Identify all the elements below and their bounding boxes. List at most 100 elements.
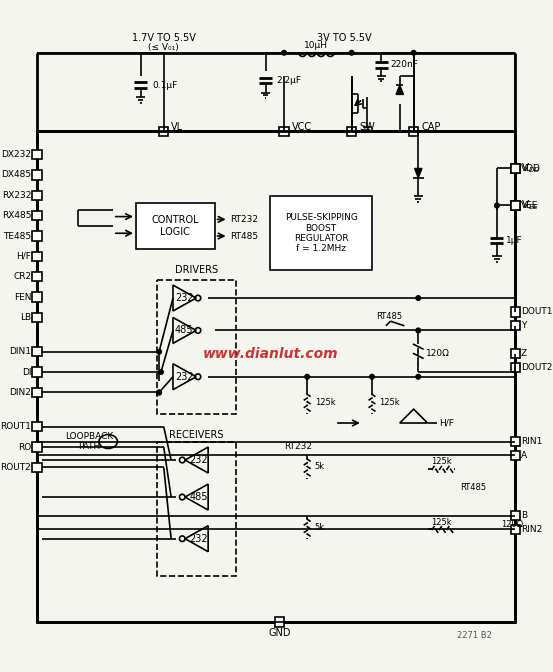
Bar — [511, 525, 520, 534]
Text: RT485: RT485 — [377, 312, 403, 321]
Text: RT485: RT485 — [231, 232, 258, 241]
Text: RX485: RX485 — [2, 211, 32, 220]
Text: Z: Z — [521, 349, 527, 358]
Bar — [347, 127, 356, 136]
Bar — [511, 437, 520, 446]
Text: 2.2μF: 2.2μF — [276, 76, 301, 85]
Text: 232: 232 — [175, 372, 194, 382]
Text: DIN2: DIN2 — [9, 388, 32, 397]
Text: RIN2: RIN2 — [521, 525, 542, 534]
Text: Y: Y — [521, 321, 526, 331]
Bar — [511, 164, 520, 173]
Text: H/F: H/F — [17, 252, 32, 261]
Text: RT232: RT232 — [284, 442, 312, 451]
Circle shape — [159, 370, 163, 374]
Text: DOUT2: DOUT2 — [521, 363, 552, 372]
Bar — [136, 203, 215, 249]
Bar — [32, 313, 41, 322]
Bar — [32, 211, 41, 220]
Text: 125k: 125k — [431, 517, 452, 527]
Text: www.dianlut.com: www.dianlut.com — [202, 347, 338, 361]
Text: DRIVERS: DRIVERS — [175, 265, 218, 275]
Text: 5k: 5k — [315, 462, 325, 472]
Text: 485: 485 — [175, 325, 194, 335]
Bar — [409, 127, 418, 136]
Text: 125k: 125k — [431, 458, 452, 466]
Text: 232: 232 — [190, 534, 208, 544]
Text: LOOPBACK
PATH: LOOPBACK PATH — [66, 432, 114, 451]
Bar — [511, 321, 520, 331]
Bar — [32, 388, 41, 397]
Text: 1.7V TO 5.5V: 1.7V TO 5.5V — [132, 33, 196, 43]
Text: FEN: FEN — [14, 292, 32, 302]
Text: 120Ω: 120Ω — [426, 349, 450, 358]
Text: VCC: VCC — [291, 122, 311, 132]
Bar — [32, 150, 41, 159]
Bar — [32, 422, 41, 431]
Circle shape — [494, 203, 499, 208]
Text: 125k: 125k — [379, 398, 400, 407]
Text: 125k: 125k — [315, 398, 335, 407]
Bar — [511, 349, 520, 358]
Polygon shape — [396, 85, 404, 94]
Text: CR2: CR2 — [13, 272, 32, 282]
Bar — [511, 164, 520, 173]
Text: V$_{EE}$: V$_{EE}$ — [521, 199, 539, 212]
Bar — [32, 170, 41, 179]
Bar — [511, 451, 520, 460]
Bar — [159, 127, 168, 136]
Text: GND: GND — [268, 628, 291, 638]
Text: 120Ω: 120Ω — [502, 520, 524, 530]
Text: RT232: RT232 — [231, 215, 258, 224]
Text: TE485: TE485 — [3, 232, 32, 241]
Text: H/F: H/F — [439, 419, 453, 427]
Circle shape — [416, 374, 421, 379]
Bar — [279, 127, 289, 136]
Text: VL: VL — [171, 122, 183, 132]
Text: CONTROL
LOGIC: CONTROL LOGIC — [151, 215, 199, 237]
Text: 5k: 5k — [315, 523, 325, 532]
Bar — [37, 132, 515, 622]
Text: VEE: VEE — [521, 201, 539, 210]
Circle shape — [281, 50, 286, 55]
Circle shape — [157, 390, 161, 394]
Bar — [32, 442, 41, 452]
Bar — [511, 201, 520, 210]
Bar — [511, 201, 520, 210]
Text: B: B — [521, 511, 527, 520]
Text: V$_{DD}$: V$_{DD}$ — [521, 161, 541, 175]
Text: 3V TO 5.5V: 3V TO 5.5V — [317, 33, 372, 43]
Circle shape — [369, 374, 374, 379]
Bar — [32, 191, 41, 200]
Bar — [511, 307, 520, 317]
Text: (≤ V₀₁): (≤ V₀₁) — [148, 43, 179, 52]
Circle shape — [416, 328, 421, 333]
Text: RO: RO — [18, 443, 32, 452]
Text: 1μF: 1μF — [506, 236, 523, 245]
Text: CAP: CAP — [421, 122, 440, 132]
Text: DIN1: DIN1 — [9, 347, 32, 356]
Text: 232: 232 — [175, 293, 194, 303]
Bar — [275, 618, 284, 627]
Text: RX232: RX232 — [2, 191, 32, 200]
Text: DX485: DX485 — [1, 171, 32, 179]
Bar — [157, 442, 236, 576]
Text: RECEIVERS: RECEIVERS — [169, 429, 223, 439]
Bar — [511, 511, 520, 520]
Bar — [32, 347, 41, 356]
Text: 0.1μF: 0.1μF — [153, 81, 178, 89]
Bar — [32, 231, 41, 241]
Text: ROUT2: ROUT2 — [1, 463, 32, 472]
Bar — [32, 272, 41, 282]
Text: ROUT1: ROUT1 — [1, 422, 32, 431]
Circle shape — [157, 390, 161, 394]
Text: 220nF: 220nF — [390, 60, 419, 69]
Text: DOUT1: DOUT1 — [521, 307, 552, 317]
Text: LB: LB — [20, 313, 32, 322]
Circle shape — [411, 50, 416, 55]
Circle shape — [416, 296, 421, 300]
Bar — [270, 196, 372, 270]
Text: DX232: DX232 — [1, 150, 32, 159]
Text: 485: 485 — [190, 492, 208, 502]
Circle shape — [349, 50, 354, 55]
